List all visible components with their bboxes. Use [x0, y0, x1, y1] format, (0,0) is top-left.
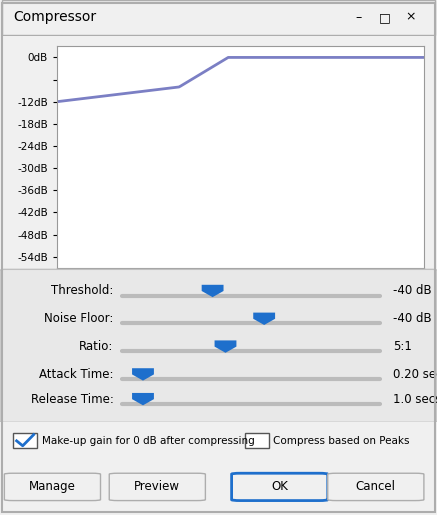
Polygon shape: [202, 285, 224, 297]
Text: Compress based on Peaks: Compress based on Peaks: [273, 436, 409, 446]
Text: Threshold:: Threshold:: [51, 284, 114, 298]
Polygon shape: [215, 340, 236, 353]
Polygon shape: [132, 368, 154, 381]
Text: Noise Floor:: Noise Floor:: [44, 312, 114, 325]
FancyBboxPatch shape: [4, 473, 101, 501]
Text: □: □: [379, 11, 390, 24]
Text: OK: OK: [271, 480, 288, 493]
Bar: [13, 434, 37, 448]
Polygon shape: [132, 393, 154, 405]
Text: Cancel: Cancel: [356, 480, 396, 493]
Text: Ratio:: Ratio:: [79, 340, 114, 353]
Text: ×: ×: [406, 11, 416, 24]
Text: 5:1: 5:1: [393, 340, 412, 353]
Text: Preview: Preview: [134, 480, 180, 493]
Text: Compressor: Compressor: [13, 10, 96, 24]
FancyBboxPatch shape: [232, 473, 328, 501]
Text: Release Time:: Release Time:: [31, 392, 114, 406]
FancyBboxPatch shape: [328, 473, 424, 501]
Bar: [245, 434, 269, 448]
Text: -40 dB: -40 dB: [393, 284, 432, 298]
Text: 1.0 secs: 1.0 secs: [393, 392, 437, 406]
FancyBboxPatch shape: [109, 473, 205, 501]
Text: 0.20 secs: 0.20 secs: [393, 368, 437, 381]
Polygon shape: [253, 313, 275, 325]
Text: Make-up gain for 0 dB after compressing: Make-up gain for 0 dB after compressing: [42, 436, 254, 446]
Text: Manage: Manage: [29, 480, 76, 493]
Text: -40 dB: -40 dB: [393, 312, 432, 325]
Text: Attack Time:: Attack Time:: [39, 368, 114, 381]
Text: –: –: [355, 11, 361, 24]
FancyBboxPatch shape: [0, 269, 437, 422]
